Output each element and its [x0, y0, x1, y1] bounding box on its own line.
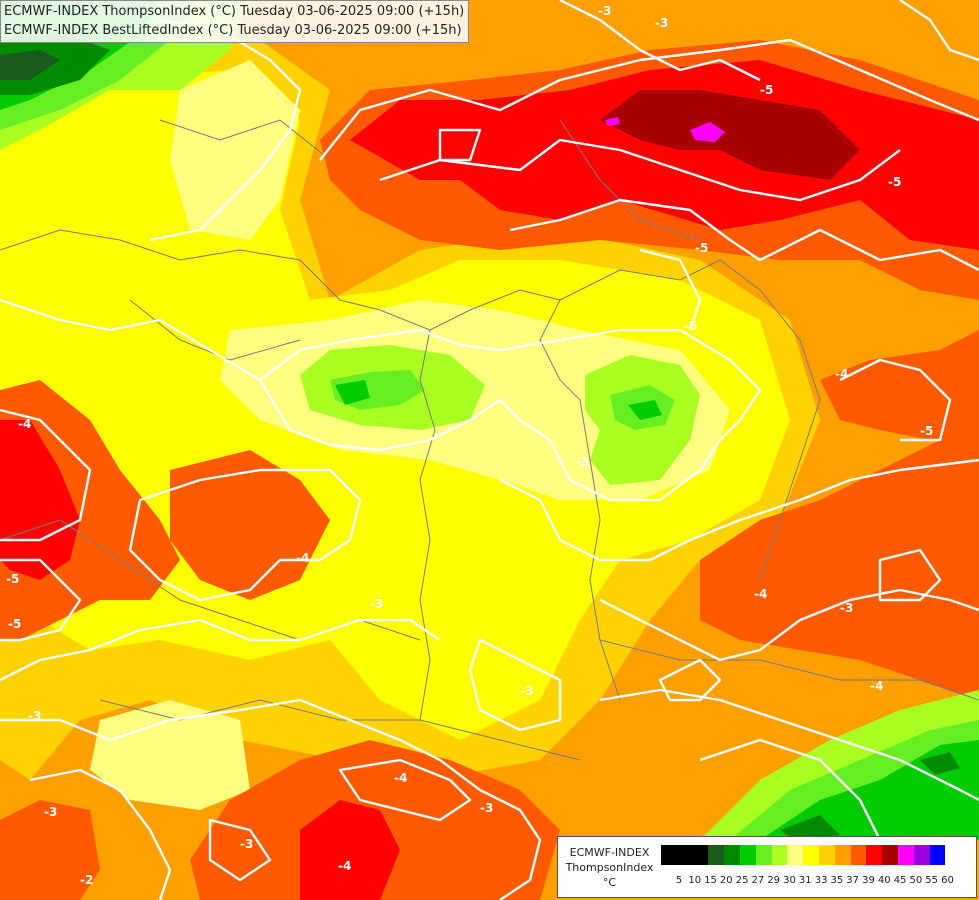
color-legend: ECMWF-INDEX ThompsonIndex °C 5 10 15 20 25 27…	[557, 836, 977, 898]
legend-tick-label: 20	[719, 875, 733, 886]
legend-tick-label: 31	[798, 875, 812, 886]
contour-label: -3	[240, 837, 253, 851]
legend-tick-label: 27	[751, 875, 765, 886]
field-39-east	[700, 420, 979, 700]
contour-label: -5	[6, 572, 19, 586]
field-25-se	[920, 752, 960, 775]
legend-tick-label: 40	[877, 875, 891, 886]
legend-tick-label: 55	[925, 875, 939, 886]
contour-label: -3	[370, 597, 383, 611]
legend-parameter: ThompsonIndex	[565, 861, 654, 874]
field-27-center-west	[335, 380, 370, 405]
legend-tick-label: 45	[893, 875, 907, 886]
legend-tick-label: 5	[675, 875, 683, 886]
contour-label: -4	[394, 771, 407, 785]
legend-swatch	[661, 845, 677, 865]
legend-tick-label: 25	[735, 875, 749, 886]
contour-label: -3	[576, 455, 589, 469]
contour-label: -4	[338, 859, 351, 873]
field-31	[170, 60, 300, 240]
contour-label: -3	[28, 709, 41, 723]
legend-tick-label: 39	[862, 875, 875, 886]
legend-name: ECMWF-INDEX ThompsonIndex °C	[562, 845, 657, 890]
legend-tick-label: 50	[909, 875, 923, 886]
legend-swatch	[803, 845, 819, 865]
legend-swatch	[897, 845, 914, 865]
legend-tick-label: 37	[846, 875, 860, 886]
legend-swatch	[771, 845, 788, 865]
field-20-nw	[0, 50, 60, 80]
legend-swatch	[692, 845, 709, 865]
contour-label: -5	[760, 83, 773, 97]
field-31c	[90, 700, 250, 810]
contour-labels: -3 -5 -5 -5 -5 -4 -5 -3 -3 -4 -5 -5 -4 -…	[6, 4, 933, 887]
field-40-south	[300, 800, 400, 900]
legend-tick-label: 30	[783, 875, 796, 886]
title-line-thompson: ECMWF-INDEX ThompsonIndex (°C) Tuesday 0…	[4, 4, 465, 19]
legend-swatch	[866, 845, 883, 865]
legend-swatch	[755, 845, 772, 865]
legend-swatch	[929, 845, 946, 865]
legend-swatch	[724, 845, 740, 865]
legend-swatch	[739, 845, 756, 865]
field-50-north-b	[605, 117, 620, 126]
contour-label: -5	[888, 175, 901, 189]
field-39-mid-west	[170, 450, 330, 600]
field-50-north	[690, 122, 725, 142]
legend-color-bar	[661, 845, 946, 865]
contour-label: -3	[480, 801, 493, 815]
legend-tick-label: 33	[814, 875, 828, 886]
field-45-north	[600, 90, 860, 180]
contour-label: -3	[44, 805, 57, 819]
contour-label: -2	[80, 873, 93, 887]
legend-model: ECMWF-INDEX	[569, 846, 650, 859]
legend-swatch	[787, 845, 804, 865]
contour-label: -5	[684, 319, 697, 333]
legend-ticks: 5 10 15 20 25 27 29 30 31 33 35 37 39 40 45 50 55 60	[671, 875, 955, 886]
contour-label: -5	[695, 241, 708, 255]
contour-label: -3	[520, 684, 533, 698]
contour-label: -4	[754, 587, 767, 601]
legend-swatch	[850, 845, 867, 865]
contour-label: -3	[655, 16, 668, 30]
legend-swatch	[882, 845, 898, 865]
contour-label: -3	[840, 601, 853, 615]
legend-tick-label: 15	[704, 875, 717, 886]
contour-label: -3	[598, 4, 611, 18]
field-27-se	[760, 740, 979, 840]
legend-swatch	[676, 845, 693, 865]
contour-label: -5	[920, 424, 933, 438]
contour-label: -4	[835, 367, 848, 381]
legend-tick-label: 35	[830, 875, 844, 886]
legend-tick-label: 10	[688, 875, 702, 886]
title-line-bestlifted: ECMWF-INDEX BestLiftedIndex (°C) Tuesday…	[4, 23, 462, 38]
legend-swatch	[708, 845, 725, 865]
contour-label: -4	[296, 551, 309, 565]
legend-tick-label: 60	[941, 875, 954, 886]
map-title-box: ECMWF-INDEX ThompsonIndex (°C) Tuesday 0…	[0, 0, 470, 43]
field-39-east-b	[820, 330, 979, 440]
legend-swatch	[913, 845, 930, 865]
contour-label: -4	[18, 417, 31, 431]
legend-swatch	[834, 845, 851, 865]
legend-tick-label: 29	[767, 875, 781, 886]
field-39-sw	[0, 800, 100, 900]
contour-label: -5	[8, 617, 21, 631]
legend-swatch	[818, 845, 835, 865]
legend-unit: °C	[602, 876, 617, 889]
contour-label: -4	[870, 679, 883, 693]
field-27-center-east	[628, 400, 662, 420]
